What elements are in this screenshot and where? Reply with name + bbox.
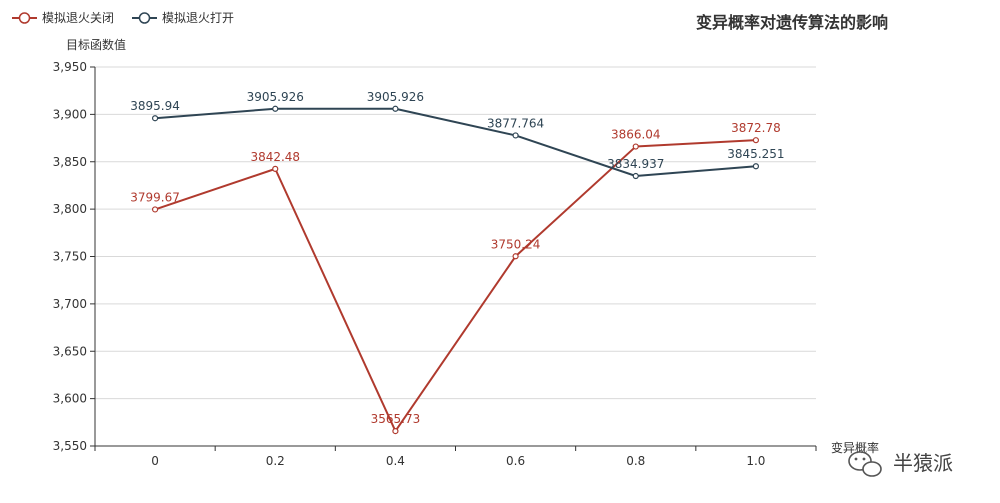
y-tick-label: 3,800 — [53, 202, 87, 216]
legend-label: 模拟退火打开 — [162, 11, 234, 25]
legend-marker — [18, 12, 31, 24]
data-label: 3866.04 — [611, 128, 661, 142]
y-tick-label: 3,950 — [53, 60, 87, 74]
chart-title: 变异概率对遗传算法的影响 — [696, 13, 888, 32]
data-label: 3845.251 — [727, 147, 784, 161]
y-tick-label: 3,700 — [53, 297, 87, 311]
watermark: 半猿派 — [848, 451, 953, 477]
data-label: 3895.94 — [130, 99, 180, 113]
data-label: 3905.926 — [247, 90, 304, 104]
y-tick-label: 3,650 — [53, 344, 87, 358]
data-point[interactable] — [512, 132, 519, 139]
y-tick-label: 3,900 — [53, 107, 87, 121]
y-tick-label: 3,750 — [53, 250, 87, 264]
wechat-icon — [848, 451, 882, 477]
x-tick-label: 0.4 — [386, 454, 405, 468]
data-label: 3750.24 — [491, 237, 541, 251]
data-label: 3799.67 — [130, 190, 180, 204]
data-point[interactable] — [752, 163, 760, 170]
legend-label: 模拟退火关闭 — [42, 11, 114, 25]
series-line — [155, 107, 756, 178]
data-point[interactable] — [151, 206, 159, 213]
data-point[interactable] — [512, 253, 519, 260]
data-label: 3565.73 — [371, 412, 421, 426]
y-tick-label: 3,550 — [53, 439, 87, 453]
data-label: 3842.48 — [250, 150, 300, 164]
legend-item-1[interactable]: 模拟退火打开 — [132, 11, 234, 25]
data-point[interactable] — [272, 165, 279, 172]
legend-item-0[interactable]: 模拟退火关闭 — [12, 11, 114, 25]
x-tick-label: 0.2 — [266, 454, 285, 468]
data-point[interactable] — [752, 137, 760, 144]
y-axis: 3,550 3,600 3,650 3,700 3,750 3,800 3,850 3,900… — [53, 60, 96, 453]
x-tick-label: 0.6 — [506, 454, 525, 468]
data-point[interactable] — [632, 143, 639, 150]
data-label: 3905.926 — [367, 90, 424, 104]
y-tick-label: 3,850 — [53, 155, 87, 169]
x-tick-label: 1.0 — [746, 454, 765, 468]
grid-lines — [95, 66, 816, 447]
y-tick-label: 3,600 — [53, 392, 87, 406]
data-point[interactable] — [392, 427, 399, 435]
data-point[interactable] — [151, 115, 159, 122]
series-group: 3799.67 3842.48 3565.73 3750.24 3866.04 3872.… — [130, 90, 785, 435]
watermark-text: 半猿派 — [893, 451, 953, 475]
x-axis: 0 0.2 0.4 0.6 0.8 1.0 — [94, 445, 817, 468]
x-tick-label: 0 — [151, 454, 159, 468]
series-1: 3895.94 3905.926 3905.926 3877.764 3834.937 3… — [130, 90, 785, 180]
legend-marker — [138, 12, 151, 24]
data-point[interactable] — [272, 105, 279, 112]
legend[interactable]: 模拟退火关闭 模拟退火打开 — [12, 11, 234, 25]
data-label: 3877.764 — [487, 116, 544, 130]
data-label: 3872.78 — [731, 121, 781, 135]
data-label: 3834.937 — [607, 157, 664, 171]
x-axis-label: 变异概率 — [831, 440, 879, 455]
data-point[interactable] — [392, 105, 399, 112]
series-line — [154, 139, 756, 433]
data-point[interactable] — [632, 172, 639, 180]
series-0: 3799.67 3842.48 3565.73 3750.24 3866.04 3872.… — [130, 121, 781, 435]
x-tick-label: 0.8 — [626, 454, 645, 468]
y-axis-label: 目标函数值 — [66, 37, 126, 52]
